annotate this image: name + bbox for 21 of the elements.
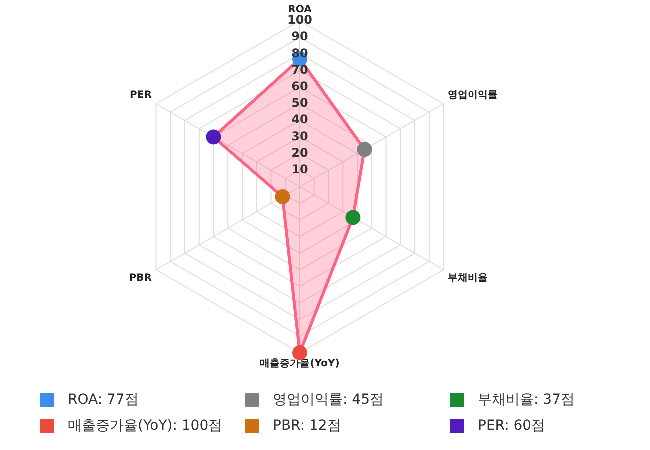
text: ROA: 77점	[68, 391, 139, 409]
spoke-label: 영업이익률	[448, 90, 498, 102]
spoke-label: 부채비율	[448, 273, 488, 284]
text: PBR: 12점	[273, 417, 342, 435]
y-tick-label: 100	[287, 13, 313, 28]
text: 매출증가율(YoY): 100점	[68, 417, 223, 435]
y-tick-label: 70	[292, 62, 308, 77]
y-tick-label: 20	[292, 146, 308, 160]
y-tick-label: 40	[292, 112, 308, 127]
text: 부채비율: 37점	[478, 391, 575, 409]
y-tick-label: 30	[292, 129, 308, 144]
text: PER: 60점	[478, 417, 546, 435]
spoke-label: PBR	[129, 273, 152, 284]
spoke-label: PER	[130, 90, 152, 102]
spoke-label: 매출증가율(YoY)	[260, 358, 340, 370]
y-tick-label: 60	[292, 80, 308, 94]
text: 영업이익률: 45점	[273, 391, 384, 409]
y-tick-label: 50	[292, 96, 308, 110]
y-tick-label: 90	[292, 30, 308, 44]
spoke-label: ROA	[288, 4, 312, 16]
y-tick-label: 10	[292, 162, 308, 177]
